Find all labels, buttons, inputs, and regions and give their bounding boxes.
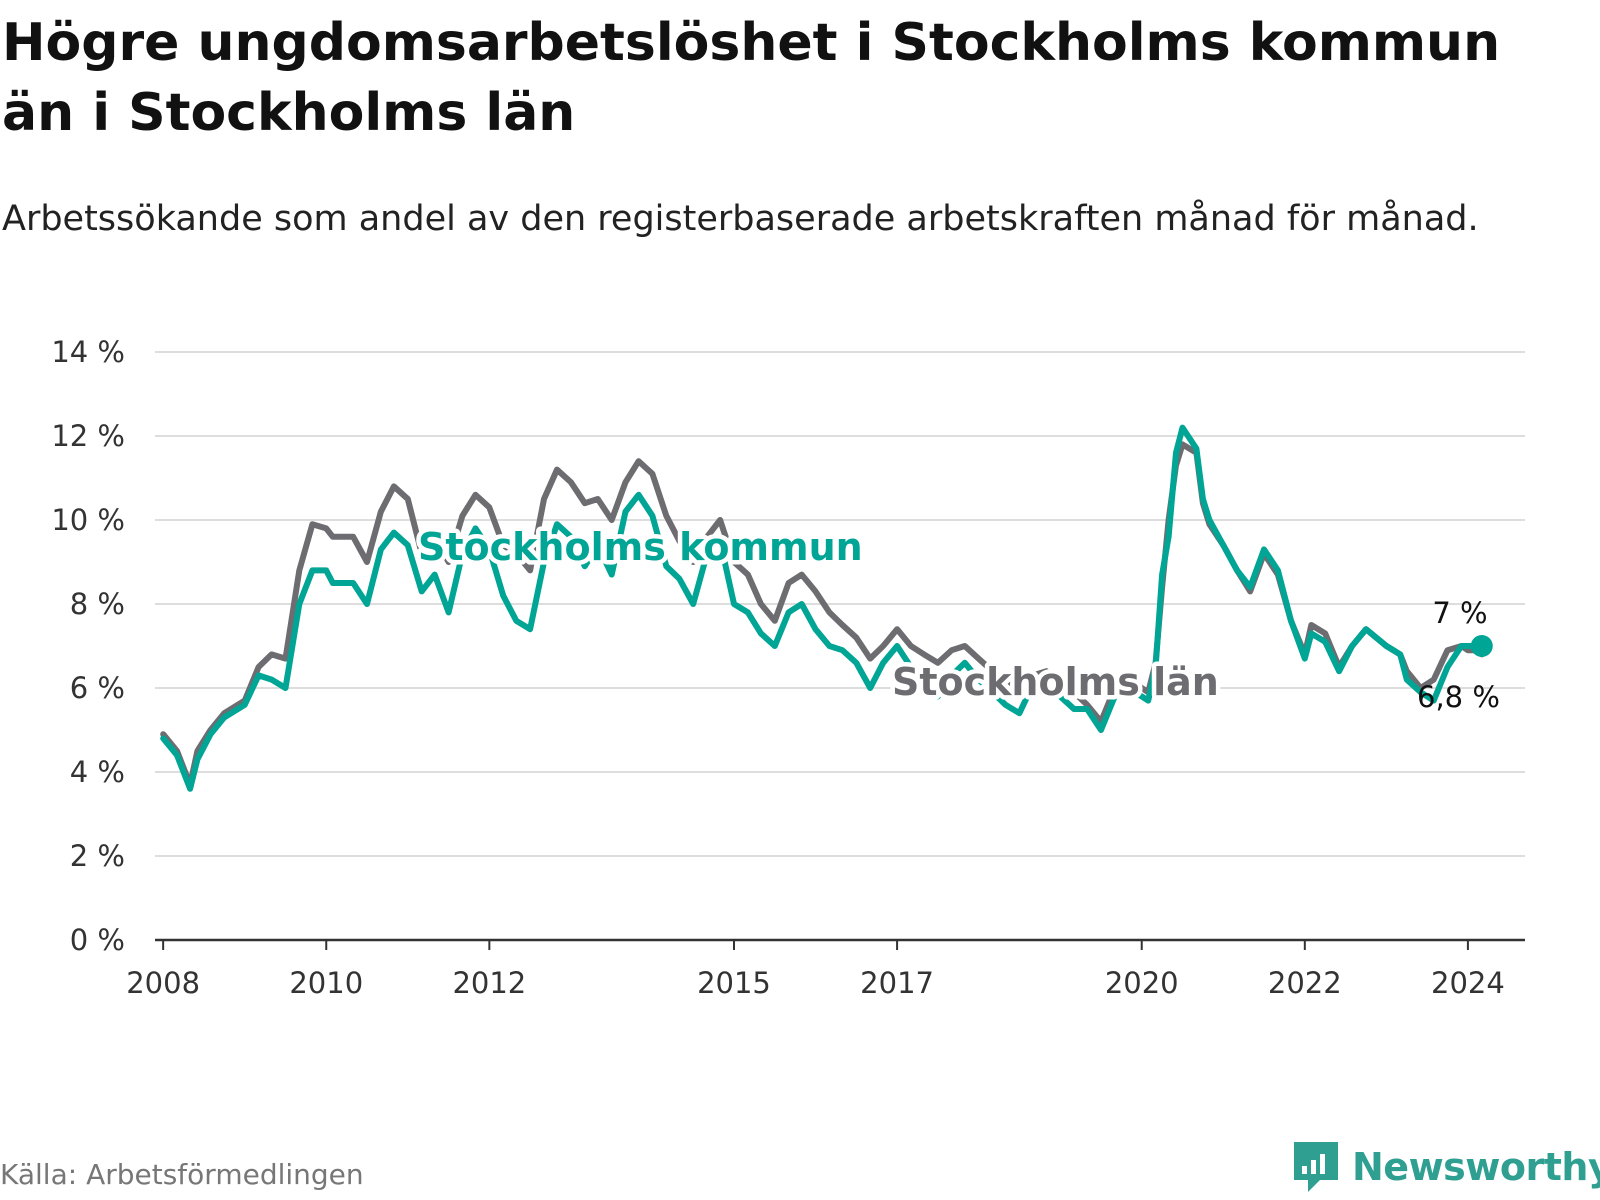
series-line-stockholms-kommun	[160, 424, 1485, 792]
chart-subtitle: Arbetssökande som andel av den registerb…	[2, 199, 1479, 239]
end-point-marker-kommun	[1470, 635, 1493, 657]
y-tick-label: 14 %	[51, 335, 125, 369]
y-tick-label: 0 %	[70, 923, 125, 957]
end-value-label-lan: 6,8 %	[1417, 680, 1500, 714]
brand-name: Newsworthy	[1352, 1145, 1600, 1189]
newsworthy-logo-icon	[1294, 1142, 1338, 1192]
source-note: Källa: Arbetsförmedlingen	[0, 1158, 364, 1191]
y-tick-label: 4 %	[70, 755, 125, 789]
series-label-stockholms-lan: Stockholms län	[892, 660, 1219, 704]
x-tick-label: 2017	[860, 966, 934, 1000]
x-tick-label: 2022	[1268, 966, 1342, 1000]
y-tick-label: 10 %	[51, 503, 125, 537]
x-tick-label: 2024	[1431, 966, 1505, 1000]
series-line-stockholms-lan	[160, 441, 1485, 788]
chart-title: Högre ungdomsarbetslöshet i Stockholms k…	[2, 13, 1501, 143]
x-tick-label: 2010	[289, 966, 363, 1000]
newsworthy-logo: Newsworthy	[1290, 1140, 1600, 1194]
x-tick-label: 2012	[452, 966, 526, 1000]
y-tick-label: 12 %	[51, 419, 125, 453]
y-tick-label: 2 %	[70, 839, 125, 873]
x-tick-label: 2008	[126, 966, 200, 1000]
x-tick-label: 2015	[697, 966, 771, 1000]
x-tick-label: 2020	[1105, 966, 1179, 1000]
y-tick-label: 8 %	[70, 587, 125, 621]
end-value-label-kommun: 7 %	[1432, 596, 1487, 630]
series-label-stockholms-kommun: Stockholms kommun	[418, 525, 863, 569]
y-tick-label: 6 %	[70, 671, 125, 705]
